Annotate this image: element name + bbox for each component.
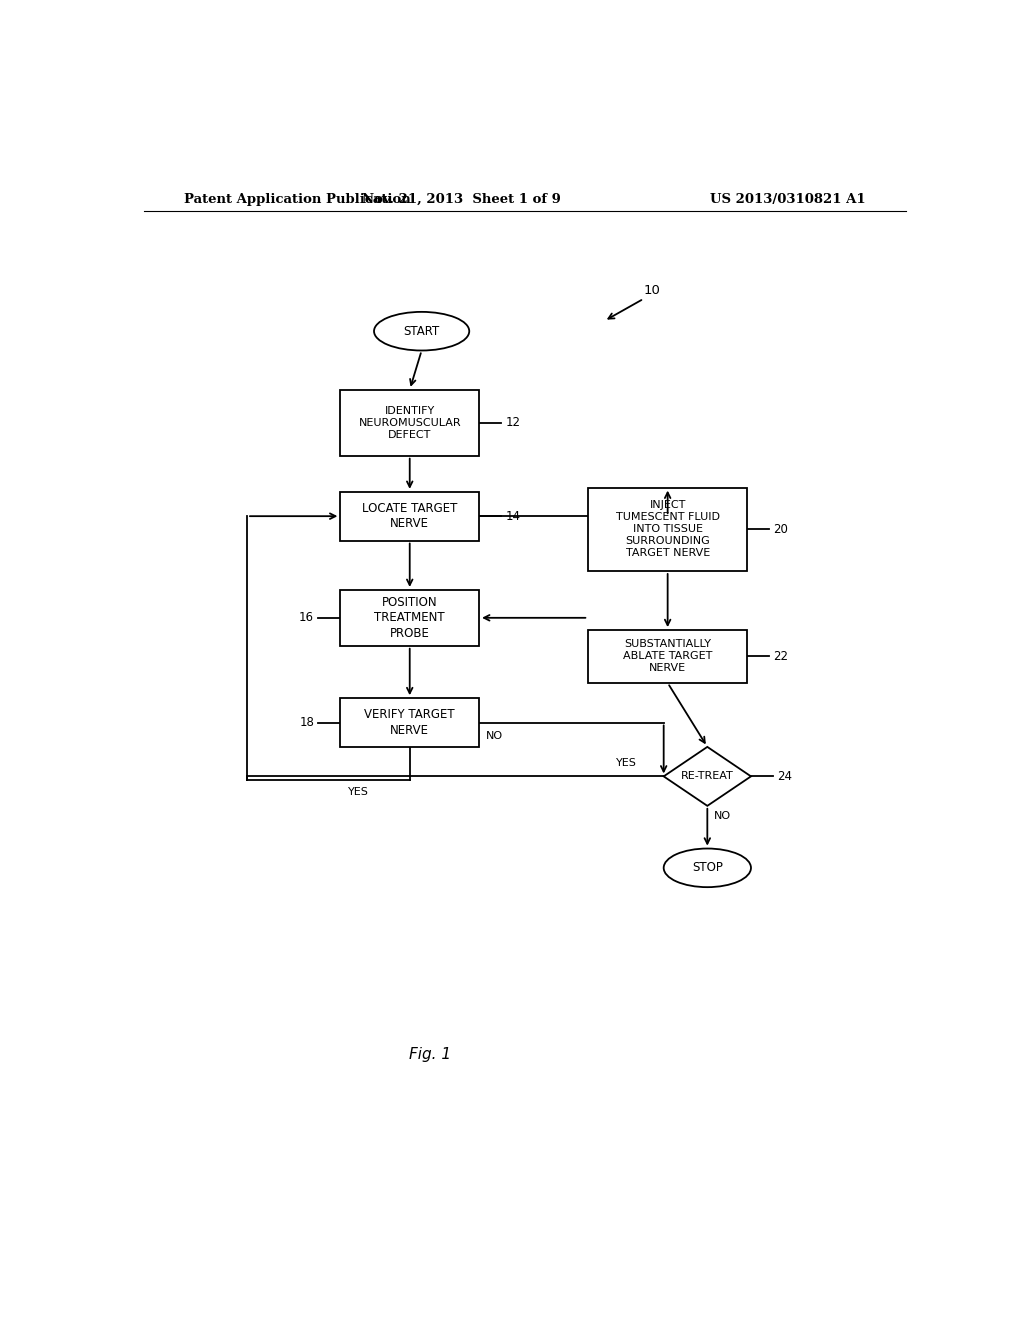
Polygon shape: [664, 747, 751, 805]
Text: LOCATE TARGET
NERVE: LOCATE TARGET NERVE: [362, 502, 458, 531]
FancyBboxPatch shape: [588, 487, 748, 572]
Ellipse shape: [374, 312, 469, 351]
Text: 10: 10: [643, 284, 660, 297]
Text: YES: YES: [348, 787, 369, 796]
Text: US 2013/0310821 A1: US 2013/0310821 A1: [711, 193, 866, 206]
Text: Fig. 1: Fig. 1: [409, 1047, 451, 1063]
Text: RE-TREAT: RE-TREAT: [681, 771, 734, 781]
FancyBboxPatch shape: [340, 698, 479, 747]
Text: 12: 12: [506, 416, 520, 429]
Text: 24: 24: [777, 770, 793, 783]
Text: 18: 18: [299, 715, 314, 729]
Text: STOP: STOP: [692, 862, 723, 874]
Ellipse shape: [664, 849, 751, 887]
Text: YES: YES: [616, 758, 637, 768]
Text: NO: NO: [485, 731, 503, 741]
Text: POSITION
TREATMENT
PROBE: POSITION TREATMENT PROBE: [375, 595, 445, 640]
Text: Patent Application Publication: Patent Application Publication: [183, 193, 411, 206]
FancyBboxPatch shape: [340, 389, 479, 455]
Text: NO: NO: [714, 810, 731, 821]
Text: 20: 20: [773, 523, 788, 536]
Text: 22: 22: [773, 649, 788, 663]
Text: VERIFY TARGET
NERVE: VERIFY TARGET NERVE: [365, 709, 455, 737]
Text: Nov. 21, 2013  Sheet 1 of 9: Nov. 21, 2013 Sheet 1 of 9: [361, 193, 561, 206]
Text: START: START: [403, 325, 439, 338]
Text: 16: 16: [299, 611, 314, 624]
Text: 14: 14: [506, 510, 520, 523]
FancyBboxPatch shape: [340, 492, 479, 541]
Text: SUBSTANTIALLY
ABLATE TARGET
NERVE: SUBSTANTIALLY ABLATE TARGET NERVE: [623, 639, 713, 673]
Text: INJECT
TUMESCENT FLUID
INTO TISSUE
SURROUNDING
TARGET NERVE: INJECT TUMESCENT FLUID INTO TISSUE SURRO…: [615, 500, 720, 558]
FancyBboxPatch shape: [340, 590, 479, 645]
Text: IDENTIFY
NEUROMUSCULAR
DEFECT: IDENTIFY NEUROMUSCULAR DEFECT: [358, 405, 461, 440]
FancyBboxPatch shape: [588, 630, 748, 682]
